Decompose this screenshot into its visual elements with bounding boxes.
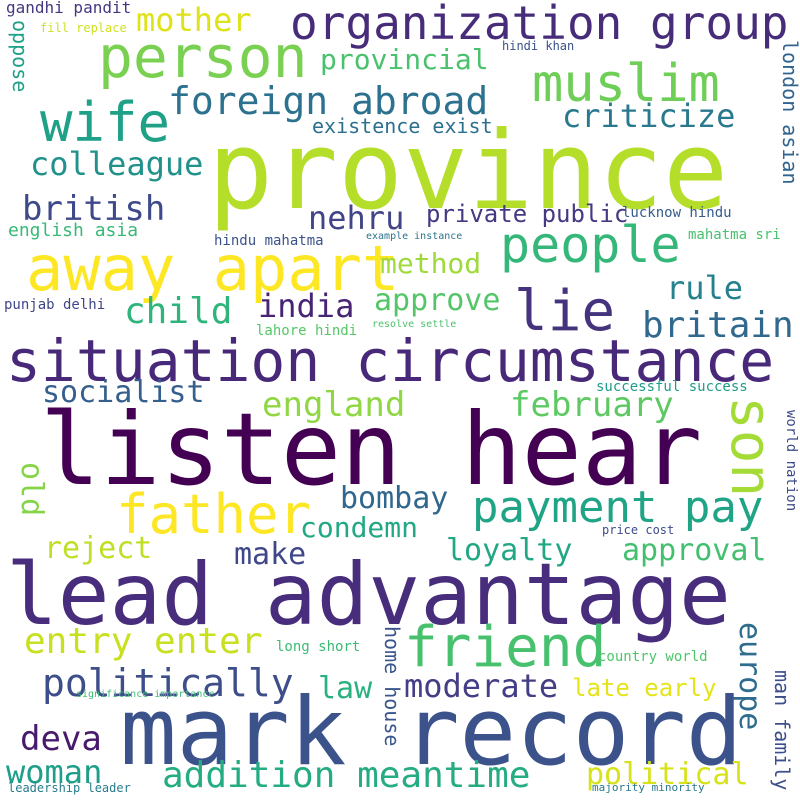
word: loyalty — [446, 533, 573, 568]
word: world nation — [783, 410, 799, 512]
word: lucknow hindu — [622, 205, 732, 221]
word: significance importance — [76, 689, 215, 700]
word: organization group — [290, 0, 789, 50]
word: country world — [598, 649, 708, 665]
word: reject — [44, 531, 153, 566]
word: existence exist — [312, 114, 493, 138]
word: away apart — [26, 232, 400, 305]
word: approval — [622, 533, 767, 568]
word: majority minority — [592, 781, 705, 794]
word: mark record — [120, 678, 743, 787]
word: lead advantage — [6, 545, 731, 645]
word: english asia — [8, 220, 139, 241]
word: foreign abroad — [168, 79, 489, 123]
word: socialist — [42, 375, 205, 410]
word: fill replace — [40, 21, 127, 35]
word: situation circumstance — [6, 327, 775, 395]
word: india — [258, 287, 355, 325]
word: britain — [642, 305, 794, 346]
word: politically — [42, 661, 294, 705]
word: payment pay — [472, 482, 764, 533]
word: mahatma sri — [688, 227, 781, 243]
word: rule — [666, 269, 744, 307]
word: england — [262, 385, 406, 425]
word: private public — [426, 200, 629, 228]
word: punjab delhi — [4, 297, 106, 313]
word: political — [586, 757, 749, 792]
word: mother — [136, 1, 252, 39]
word: oppose — [8, 20, 32, 93]
word: lahore hindi — [256, 323, 358, 339]
word: muslim — [532, 54, 720, 114]
word: man family — [770, 670, 794, 791]
word: law — [318, 671, 373, 706]
word: gandhi pandit — [6, 0, 132, 17]
word: hindu mahatma — [214, 233, 324, 249]
word: woman — [6, 753, 103, 791]
word: person — [98, 23, 308, 91]
word: colleague — [30, 145, 204, 183]
word: hindi khan — [502, 39, 575, 53]
word: late early — [572, 674, 717, 702]
word: child — [124, 291, 233, 332]
word: entry enter — [24, 621, 263, 662]
word: listen hear — [40, 391, 703, 508]
word: british — [22, 189, 166, 229]
word: people — [500, 216, 681, 274]
word: london asian — [778, 40, 800, 185]
word: addition meantime — [162, 755, 531, 796]
word: long short — [276, 639, 361, 655]
word: successful success — [596, 379, 748, 395]
word: resolve settle — [372, 319, 457, 330]
word: home house — [380, 626, 404, 747]
word: bombay — [340, 481, 449, 516]
word: february — [510, 385, 674, 425]
word: method — [380, 247, 482, 280]
word: approve — [374, 283, 501, 318]
word: condemn — [300, 511, 419, 544]
word: provincial — [320, 43, 489, 76]
word: europe — [732, 622, 767, 731]
word: nehru — [308, 199, 405, 237]
word: price cost — [602, 523, 675, 537]
word: make — [234, 537, 307, 572]
word: criticize — [562, 97, 736, 135]
word: province — [208, 109, 729, 234]
word: moderate — [404, 667, 559, 705]
word: example instance — [366, 231, 463, 242]
word: father — [116, 483, 312, 546]
word: leadership leader — [8, 781, 131, 795]
word: wife — [40, 91, 171, 154]
word: lie — [514, 279, 616, 344]
word: friend — [404, 615, 607, 680]
word: old — [14, 462, 49, 517]
word: deva — [20, 719, 102, 759]
